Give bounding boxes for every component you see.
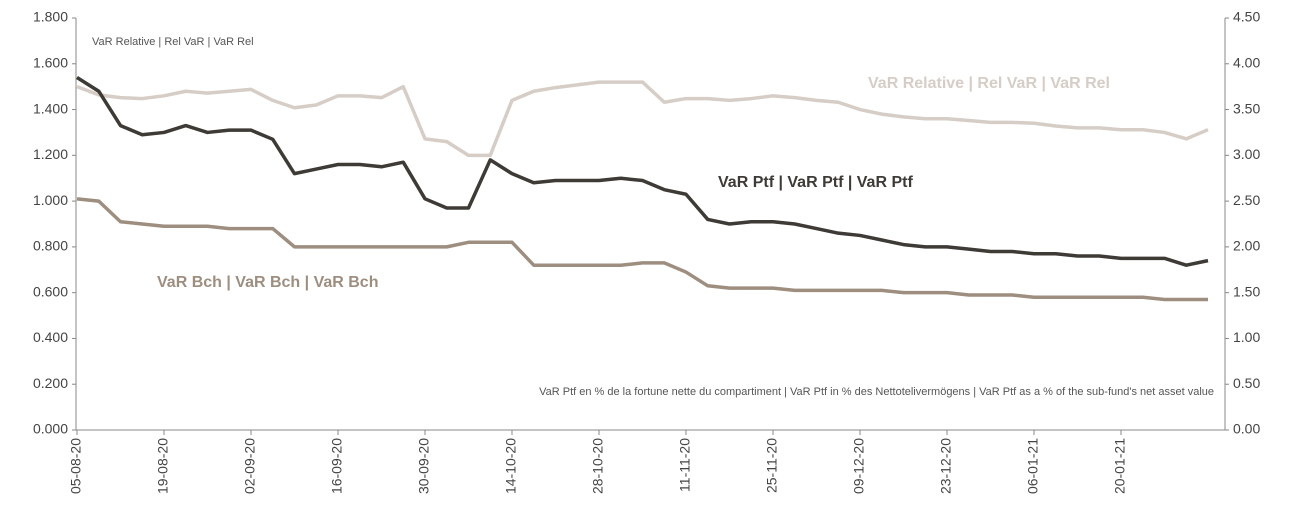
- x-tick-label: 25-11-20: [764, 438, 780, 493]
- series-label: VaR Ptf | VaR Ptf | VaR Ptf: [718, 174, 913, 191]
- x-tick-label: 30-09-20: [416, 438, 432, 494]
- y-tick-label: 1.600: [33, 54, 68, 70]
- series-line: [76, 76, 1209, 267]
- y-tick-label: 0.400: [33, 329, 68, 345]
- chart-title: VaR Relative | Rel VaR | VaR Rel: [92, 36, 254, 48]
- annotation: VaR Ptf en % de la fortune nette du comp…: [539, 386, 1214, 398]
- x-tick-label: 16-09-20: [329, 438, 345, 494]
- y2-tick-label: 2.00: [1233, 238, 1260, 254]
- series-line: [76, 197, 1208, 302]
- x-tick-label: 20-01-21: [1112, 438, 1128, 494]
- y2-tick-label: 2.50: [1233, 192, 1260, 208]
- x-tick-label: 06-01-21: [1025, 438, 1041, 494]
- y2-tick-label: 0.00: [1233, 421, 1260, 437]
- x-tick-label: 11-11-20: [677, 438, 693, 492]
- y-tick-label: 0.800: [33, 238, 68, 254]
- x-tick-label: 05-08-20: [68, 438, 84, 494]
- y-tick-label: 1.200: [33, 146, 68, 162]
- y2-tick-label: 4.00: [1233, 54, 1260, 70]
- y2-tick-label: 3.00: [1233, 146, 1260, 162]
- y-tick-label: 1.400: [33, 100, 68, 116]
- y2-tick-label: 1.50: [1233, 283, 1260, 299]
- series-label: VaR Relative | Rel VaR | VaR Rel: [868, 75, 1110, 92]
- y2-tick-label: 4.50: [1233, 9, 1260, 25]
- y-tick-label: 0.600: [33, 283, 68, 299]
- series-line: [76, 80, 1209, 158]
- y-tick-label: 0.000: [33, 421, 68, 437]
- x-tick-label: 23-12-20: [938, 438, 954, 494]
- y-tick-label: 1.800: [33, 9, 68, 25]
- x-tick-label: 19-08-20: [155, 438, 171, 494]
- series-label: VaR Bch | VaR Bch | VaR Bch: [157, 274, 378, 291]
- y-tick-label: 1.000: [33, 192, 68, 208]
- y2-tick-label: 0.50: [1233, 375, 1260, 391]
- y2-tick-label: 1.00: [1233, 329, 1260, 345]
- y2-tick-label: 3.50: [1233, 100, 1260, 116]
- y-tick-label: 0.200: [33, 375, 68, 391]
- x-tick-label: 14-10-20: [503, 438, 519, 494]
- x-tick-label: 28-10-20: [590, 438, 606, 494]
- x-tick-label: 09-12-20: [851, 438, 867, 494]
- x-tick-label: 02-09-20: [242, 438, 258, 494]
